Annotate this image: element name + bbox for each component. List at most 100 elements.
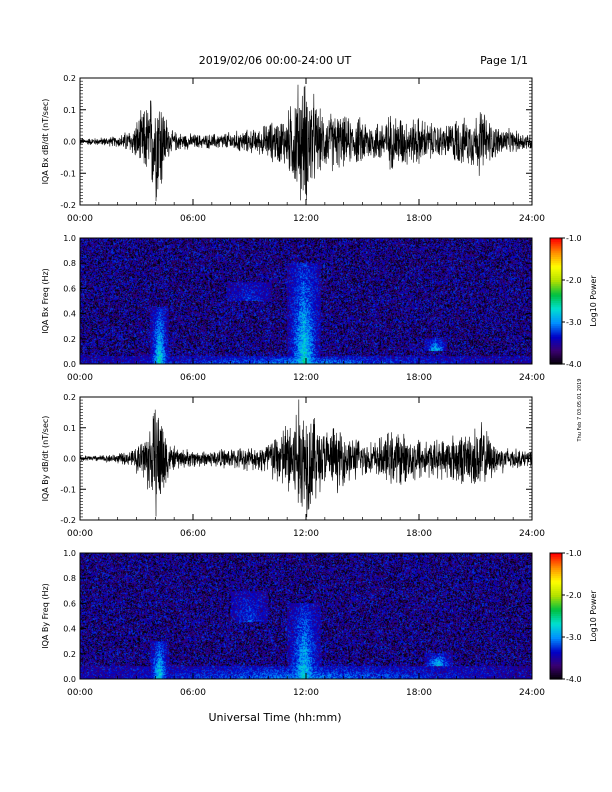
panel-2-y-tick-label: 0.0 [63,360,76,369]
colorbar-swatch [550,622,562,625]
colorbar-swatch [550,284,562,287]
colorbar-swatch [550,559,562,562]
colorbar-swatch [550,584,562,588]
colorbar-swatch [550,290,562,294]
colorbar-swatch [550,563,562,567]
colorbar-swatch [550,259,562,262]
colorbar-tick-label: -1.0 [566,549,582,558]
colorbar-frame [549,237,563,365]
colorbar-swatch [550,322,562,325]
panel-3-x-tick-label: 12:00 [293,529,319,539]
colorbar-swatch [550,624,562,628]
panel-4-x-tick-label: 00:00 [67,688,93,698]
colorbar-swatch [550,605,562,609]
panel-4-ylabel: IQA By Freq (Hz) [41,583,50,649]
colorbar-swatch [550,649,562,653]
colorbar-tick-label: -4.0 [566,675,582,684]
colorbar-tick-label: -3.0 [566,318,582,327]
colorbar-swatch [550,592,562,596]
colorbar-swatch [550,651,562,655]
colorbar-swatch [550,240,562,243]
colorbar-swatch [550,571,562,575]
colorbar-tick-label: -4.0 [566,360,582,369]
colorbar-swatch [550,611,562,615]
panel-3-y-tick-label: -0.1 [60,485,76,494]
panel-1-x-tick-label: 24:00 [519,214,545,224]
colorbar-swatch [550,338,562,342]
panel-2-spectrogram-raster [80,238,532,364]
panel-2-colorbar: -1.0 -2.0 -3.0 -4.0 Log10 Power [549,234,598,369]
colorbar-swatch [550,557,562,560]
panel-1-y-tick-label: 0.0 [63,138,76,147]
panel-3-y-tick-label: 0.1 [63,424,76,433]
colorbar-swatch [550,246,562,250]
colorbar-swatch [550,555,562,558]
colorbar-swatch [550,307,562,310]
colorbar-swatch [550,334,562,338]
colorbar-swatch [550,658,562,661]
colorbar-swatch [550,298,562,302]
colorbar-swatch [550,620,562,623]
colorbar-swatch [550,269,562,273]
colorbar-swatch [550,609,562,613]
colorbar-swatch [550,296,562,300]
panel-4-y-tick-label: 0.2 [63,650,76,659]
panel-3-line-chart: 0.2 0.1 0.0 -0.1 -0.2 00:00 06:00 12:00 18:00 24:… [41,393,545,539]
colorbar-swatch [550,265,562,268]
colorbar-swatch [550,313,562,317]
colorbar-swatch [550,565,562,569]
colorbar-swatch [550,569,562,573]
colorbar-swatch [550,355,562,359]
panel-3-x-tick-label: 00:00 [67,529,93,539]
panel-1-ylabel: IQA Bx dB/dt (nT/sec) [41,99,50,185]
panel-3-x-tick-label: 06:00 [180,529,206,539]
colorbar-swatch [550,301,562,304]
colorbar-swatch [550,588,562,592]
colorbar-swatch [550,561,562,565]
colorbar-swatch [550,586,562,590]
panel-2-x-tick-label: 06:00 [180,373,206,383]
colorbar-swatch [550,357,562,361]
panel-4-y-tick-label: 0.8 [63,574,76,583]
colorbar-swatch [550,574,562,577]
colorbar-swatch [550,256,562,260]
colorbar-swatch [550,252,562,256]
panel-2-y-tick-label: 0.2 [63,335,76,344]
panel-4-spectrogram-raster [80,553,532,679]
colorbar-swatch [550,315,562,319]
panel-1-x-tick-label: 18:00 [406,214,432,224]
colorbar-swatch [550,595,562,598]
colorbar-swatch [550,303,562,306]
colorbar-swatch [550,553,562,556]
colorbar-tick-label: -2.0 [566,591,582,600]
panel-2-spectrogram: 1.0 0.8 0.6 0.4 0.2 0.0 00:00 06:00 12:00 18:00 24… [41,234,598,383]
colorbar-swatch [550,248,562,252]
colorbar-swatch [550,616,562,619]
colorbar-swatch [550,294,562,298]
colorbar-label: Log10 Power [589,275,598,327]
panel-2-x-tick-label: 18:00 [406,373,432,383]
colorbar-swatch [550,674,562,678]
panel-2-y-tick-label: 1.0 [63,234,76,243]
colorbar-swatch [550,578,562,581]
colorbar-swatch [550,647,562,651]
panel-1-x-tick-label: 06:00 [180,214,206,224]
panel-2-x-tick-label: 24:00 [519,373,545,383]
colorbar-swatch [550,653,562,657]
colorbar-swatch [550,662,562,665]
colorbar-swatch [550,271,562,275]
colorbar-swatch [550,637,562,640]
colorbar-swatch [550,603,562,607]
colorbar-swatch [550,597,562,600]
colorbar-frame [549,552,563,680]
panel-2-x-tick-label: 00:00 [67,373,93,383]
x-axis-label: Universal Time (hh:mm) [209,711,342,724]
panel-2-ylabel: IQA Bx Freq (Hz) [41,268,50,334]
colorbar-swatch [550,668,562,672]
panel-4-y-tick-label: 1.0 [63,549,76,558]
panel-1-trace [80,84,532,202]
colorbar-swatch [550,634,562,638]
colorbar-swatch [550,613,562,617]
colorbar-swatch [550,645,562,649]
panel-1-y-tick-label: -0.2 [60,201,76,210]
